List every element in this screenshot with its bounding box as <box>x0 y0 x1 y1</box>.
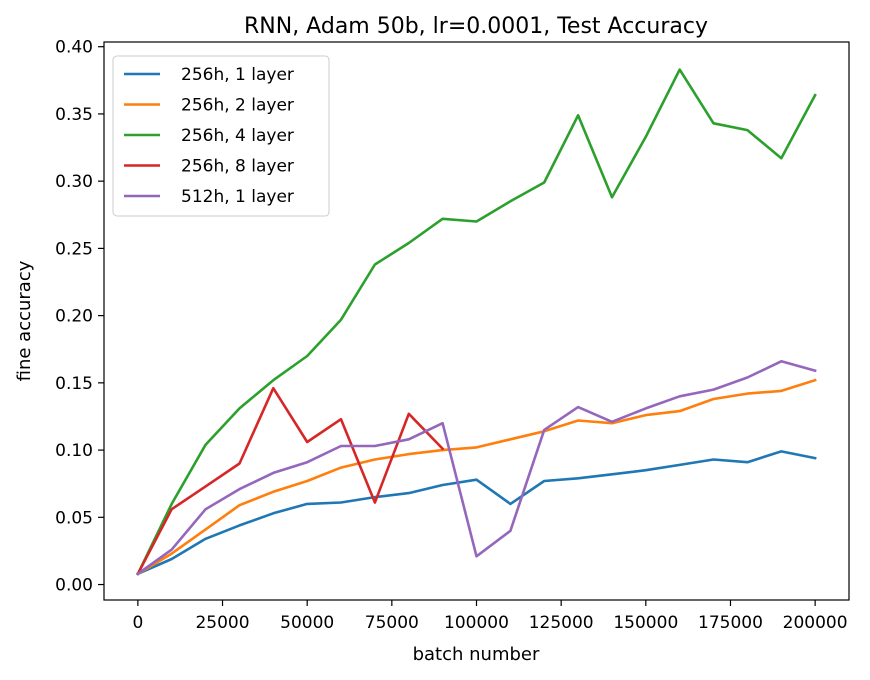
legend-label: 256h, 8 layer <box>181 157 294 177</box>
legend: 256h, 1 layer 256h, 2 layer 256h, 4 layer 2… <box>112 55 330 217</box>
x-axis: 0 25000 50000 75000 100000 125000 150000 175000… <box>132 600 848 633</box>
y-tick-label: 0.40 <box>55 38 93 58</box>
y-tick-label: 0.30 <box>55 172 93 192</box>
legend-label: 256h, 4 layer <box>181 126 294 146</box>
x-tick-label: 25000 <box>195 613 249 633</box>
y-tick-label: 0.25 <box>55 239 93 259</box>
legend-label: 512h, 1 layer <box>181 187 294 207</box>
chart-title: RNN, Adam 50b, lr=0.0001, Test Accuracy <box>244 14 708 39</box>
series-line-3 <box>136 68 817 576</box>
x-tick-label: 0 <box>132 613 143 633</box>
y-tick-label: 0.15 <box>55 374 93 394</box>
y-axis-label: fine accuracy <box>14 260 35 381</box>
plot-area <box>103 41 850 601</box>
series-line-2 <box>136 378 817 576</box>
y-tick-label: 0.20 <box>55 307 93 327</box>
y-axis: 0.00 0.05 0.10 0.15 0.20 0.25 0.30 0.35 0.40 <box>55 38 104 596</box>
y-tick-label: 0.35 <box>55 105 93 125</box>
series-lines <box>136 68 817 576</box>
legend-label: 256h, 2 layer <box>181 96 294 116</box>
y-tick-label: 0.10 <box>55 441 93 461</box>
y-tick-label: 0.00 <box>55 576 93 596</box>
series-line-4 <box>136 386 445 576</box>
x-tick-label: 200000 <box>783 613 848 633</box>
x-tick-label: 125000 <box>529 613 594 633</box>
x-tick-label: 150000 <box>613 613 678 633</box>
legend-label: 256h, 1 layer <box>181 65 294 85</box>
x-tick-label: 75000 <box>365 613 419 633</box>
x-tick-label: 100000 <box>444 613 509 633</box>
x-axis-label: batch number <box>413 644 540 665</box>
x-tick-label: 175000 <box>698 613 763 633</box>
y-tick-label: 0.05 <box>55 508 93 528</box>
x-tick-label: 50000 <box>280 613 334 633</box>
series-line-1 <box>136 450 817 576</box>
legend-frame <box>112 55 330 217</box>
series-line-5 <box>136 359 817 576</box>
